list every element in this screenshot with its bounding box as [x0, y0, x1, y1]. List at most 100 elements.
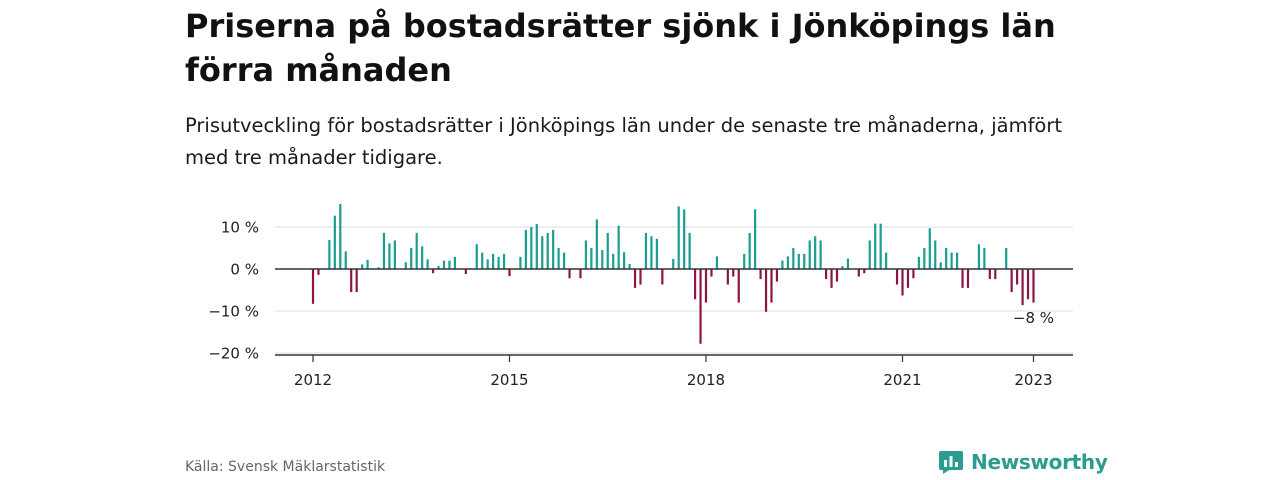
bar	[486, 259, 489, 269]
bar	[333, 215, 336, 269]
bar	[819, 240, 822, 269]
brand-name: Newsworthy	[971, 450, 1108, 474]
bar	[644, 232, 648, 269]
bar	[661, 269, 664, 285]
bar	[672, 258, 675, 269]
bar	[677, 206, 680, 269]
bar	[917, 256, 920, 269]
bar	[562, 252, 566, 269]
y-axis-ticks: 10 % 0 % −10 % −20 %	[208, 219, 259, 363]
bar	[874, 223, 877, 269]
bar	[393, 240, 396, 269]
bar	[879, 223, 882, 269]
bar	[350, 269, 353, 293]
bar	[557, 248, 560, 269]
bar	[410, 248, 413, 269]
bar	[546, 232, 549, 269]
bar	[846, 258, 850, 269]
bar	[759, 269, 762, 280]
bar	[421, 246, 424, 269]
bar	[366, 259, 369, 269]
bar	[361, 264, 364, 269]
bar	[388, 243, 391, 269]
bar	[983, 248, 986, 269]
x-tick-label: 2018	[687, 371, 725, 389]
bar	[912, 269, 915, 279]
bar	[715, 256, 719, 269]
bar	[895, 269, 899, 285]
bar	[792, 248, 795, 269]
bar	[623, 252, 626, 269]
gridlines	[275, 226, 1073, 354]
bar	[803, 253, 806, 269]
bar	[830, 269, 833, 288]
bar	[595, 219, 598, 269]
bar	[906, 269, 910, 288]
last-value-annotation: −8 %	[1013, 309, 1054, 327]
bar	[775, 269, 779, 282]
bar	[901, 269, 904, 296]
bar	[437, 266, 440, 269]
bar	[857, 269, 860, 277]
bar	[431, 269, 435, 274]
bar	[688, 232, 691, 269]
bar	[650, 236, 653, 269]
bar	[781, 260, 784, 269]
brand-logo[interactable]: Newsworthy	[938, 449, 1108, 475]
bar	[955, 252, 959, 269]
bar	[928, 228, 931, 269]
chart-subtitle: Prisutveckling för bostadsrätter i Jönkö…	[185, 114, 1063, 169]
source-credit: Källa: Svensk Mäklarstatistik	[185, 459, 386, 475]
bar	[868, 240, 871, 269]
bar	[693, 269, 697, 300]
bar	[568, 269, 571, 279]
bar	[743, 253, 746, 269]
bar	[502, 253, 506, 269]
bar	[639, 269, 642, 285]
bar	[628, 263, 631, 269]
bar	[863, 269, 866, 274]
bar	[966, 269, 970, 288]
bar	[748, 232, 751, 269]
bar	[584, 240, 588, 269]
bar	[939, 262, 942, 269]
bar	[497, 256, 500, 269]
bar	[617, 225, 620, 269]
bar	[1021, 269, 1024, 306]
y-tick-label: −10 %	[208, 303, 259, 321]
bar	[961, 269, 964, 288]
bar	[601, 250, 604, 269]
bar	[737, 269, 740, 303]
bar	[541, 236, 544, 269]
bar	[824, 269, 828, 280]
bar	[612, 253, 615, 269]
bar	[606, 232, 609, 269]
bars	[311, 203, 1035, 344]
bar	[317, 269, 320, 275]
bar	[453, 256, 457, 269]
bar	[448, 260, 451, 269]
bar	[835, 269, 839, 282]
x-tick-label: 2015	[490, 371, 528, 389]
bar	[633, 269, 637, 288]
bar	[786, 256, 789, 269]
x-tick-label: 2012	[294, 371, 332, 389]
bar	[344, 251, 347, 269]
bar	[814, 236, 817, 269]
bar	[994, 269, 997, 280]
bar	[710, 269, 713, 277]
bar	[590, 248, 593, 269]
bar	[552, 229, 555, 269]
y-tick-label: −20 %	[208, 345, 259, 363]
bar	[404, 262, 407, 269]
newsworthy-logo-icon	[939, 451, 963, 474]
bar	[885, 252, 888, 269]
bar	[699, 269, 702, 344]
x-tick-label: 2021	[883, 371, 921, 389]
bar	[415, 232, 418, 269]
bar	[683, 209, 686, 269]
bar	[764, 269, 768, 312]
bar	[311, 269, 315, 304]
x-axis-ticks: 2012 2015 2018 2021 2023	[294, 355, 1053, 389]
bar	[1010, 269, 1013, 293]
